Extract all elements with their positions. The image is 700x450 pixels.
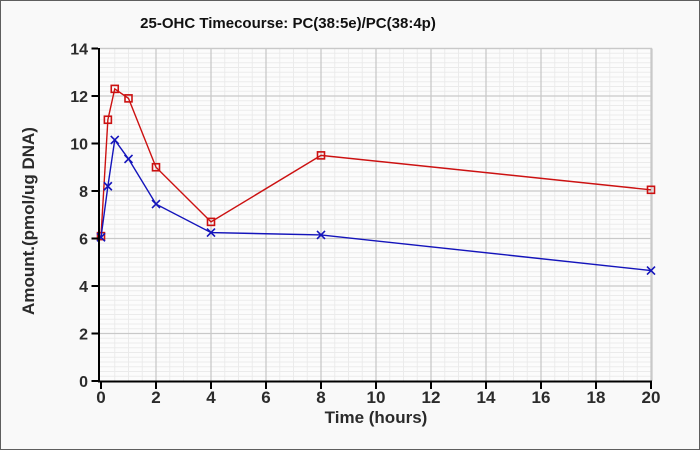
x-tick-label: 12 [422, 388, 441, 407]
y-tick-label: 6 [79, 232, 88, 249]
data-point-marker [646, 265, 656, 276]
x-tick-label: 10 [367, 388, 386, 407]
y-tick-label: 10 [70, 137, 88, 154]
data-point-marker [206, 217, 216, 227]
y-tick-label: 14 [70, 42, 88, 59]
x-tick-label: 4 [206, 388, 216, 407]
x-tick-label: 2 [151, 388, 160, 407]
data-point-marker [123, 154, 134, 164]
series-line-PC(38:4p) [100, 138, 652, 272]
data-point-marker [151, 199, 161, 209]
data-point-marker [316, 151, 326, 160]
y-tick-label: 2 [79, 327, 88, 344]
x-axis-title: Time (hours) [325, 408, 428, 427]
data-point-marker [110, 135, 120, 145]
tick-labels: 0 2 4 6 8 10 12 14 0 2 4 6 8 10 12 14 16 18 20 [70, 42, 660, 408]
y-axis-title: Amount.(pmol/ug DNA) [19, 127, 38, 315]
axes [91, 47, 652, 389]
data-point-marker [103, 181, 113, 191]
x-tick-label: 14 [477, 388, 496, 407]
y-tick-label: 4 [79, 279, 88, 296]
grid-major [100, 47, 653, 381]
chart-title: 25-OHC Timecourse: PC(38:5e)/PC(38:4p) [140, 15, 436, 32]
y-tick-label: 0 [79, 374, 88, 391]
y-tick-label: 12 [70, 89, 88, 106]
series-markers-PC(38:5e) [96, 84, 656, 241]
data-point-marker [646, 185, 656, 195]
series-line-PC(38:5e) [100, 87, 652, 237]
x-tick-label: 6 [261, 388, 270, 407]
y-tick-label: 8 [79, 184, 88, 201]
x-tick-label: 20 [642, 388, 661, 407]
x-tick-label: 8 [316, 388, 325, 407]
x-tick-label: 0 [96, 388, 105, 407]
plot-area: 0 2 4 6 8 10 12 14 0 2 4 6 8 10 12 14 16 18 20 [70, 42, 660, 408]
data-point-marker [124, 94, 133, 103]
x-tick-label: 16 [532, 388, 551, 407]
data-point-marker [110, 84, 120, 94]
data-point-marker [316, 230, 326, 240]
data-point-marker [206, 227, 216, 238]
data-point-marker [103, 115, 113, 125]
x-tick-label: 18 [587, 388, 606, 407]
series-markers-PC(38:4p) [96, 135, 656, 276]
data-point-marker [151, 162, 161, 172]
